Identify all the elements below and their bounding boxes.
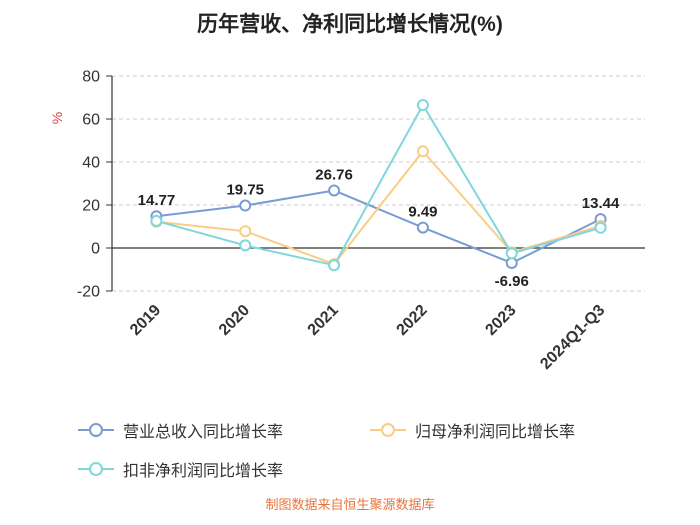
data-label: -6.96 — [495, 273, 529, 290]
x-axis-label: 2023 — [482, 302, 519, 339]
legend-label: 扣非净利润同比增长率 — [123, 463, 284, 480]
x-axis-label: 2024Q1-Q3 — [537, 302, 608, 373]
data-label: 9.49 — [408, 204, 437, 221]
y-tick-label: 20 — [82, 198, 100, 215]
x-axis-label: 2019 — [127, 302, 164, 339]
legend-item-0[interactable]: 营业总收入同比增长率 — [78, 418, 370, 442]
legend: 营业总收入同比增长率 归母净利润同比增长率扣非净利润同比增长率 — [78, 418, 575, 481]
line-chart-canvas: 80 60 40 20 0 -20% 2019 2020 2021 2022 2023 2024Q1-… — [49, 69, 645, 373]
legend-marker-icon — [78, 423, 114, 437]
data-point — [328, 184, 341, 197]
legend-item-2[interactable]: 扣非净利润同比增长率 — [78, 457, 370, 481]
chart-title: 历年营收、净利同比增长情况(%) — [197, 13, 503, 36]
x-axis-label: 2021 — [305, 302, 342, 339]
data-point — [416, 99, 429, 112]
legend-marker-icon — [370, 423, 406, 437]
data-point — [505, 256, 518, 269]
legend-label: 营业总收入同比增长率 — [123, 424, 284, 441]
legend-marker-icon — [78, 462, 114, 476]
y-tick-label: 40 — [82, 155, 100, 172]
data-point — [239, 225, 252, 238]
data-point — [416, 221, 429, 234]
x-axis-label: 2020 — [216, 302, 253, 339]
data-point — [239, 239, 252, 252]
data-label: 19.75 — [226, 182, 264, 199]
data-point — [150, 214, 163, 227]
y-tick-label: 80 — [82, 69, 100, 86]
y-axis-unit-label: % — [49, 112, 65, 124]
data-label: 14.77 — [138, 192, 176, 209]
data-label: 13.44 — [582, 195, 620, 212]
series-line-2 — [156, 104, 601, 267]
data-point — [505, 247, 518, 260]
y-tick-label: 0 — [91, 241, 100, 258]
legend-label: 归母净利润同比增长率 — [415, 424, 576, 441]
y-tick-label: 60 — [82, 112, 100, 129]
series-line-1 — [156, 150, 601, 266]
data-point — [594, 221, 607, 234]
data-point — [416, 145, 429, 158]
data-source-note: 制图数据来自恒生聚源数据库 — [265, 497, 435, 512]
data-point — [239, 199, 252, 212]
series-line-0 — [156, 189, 602, 264]
legend-item-1[interactable]: 归母净利润同比增长率 — [370, 418, 575, 442]
data-point — [328, 259, 341, 272]
data-label: 26.76 — [315, 166, 353, 183]
y-tick-label: -20 — [77, 284, 100, 301]
x-axis-label: 2022 — [394, 302, 431, 339]
